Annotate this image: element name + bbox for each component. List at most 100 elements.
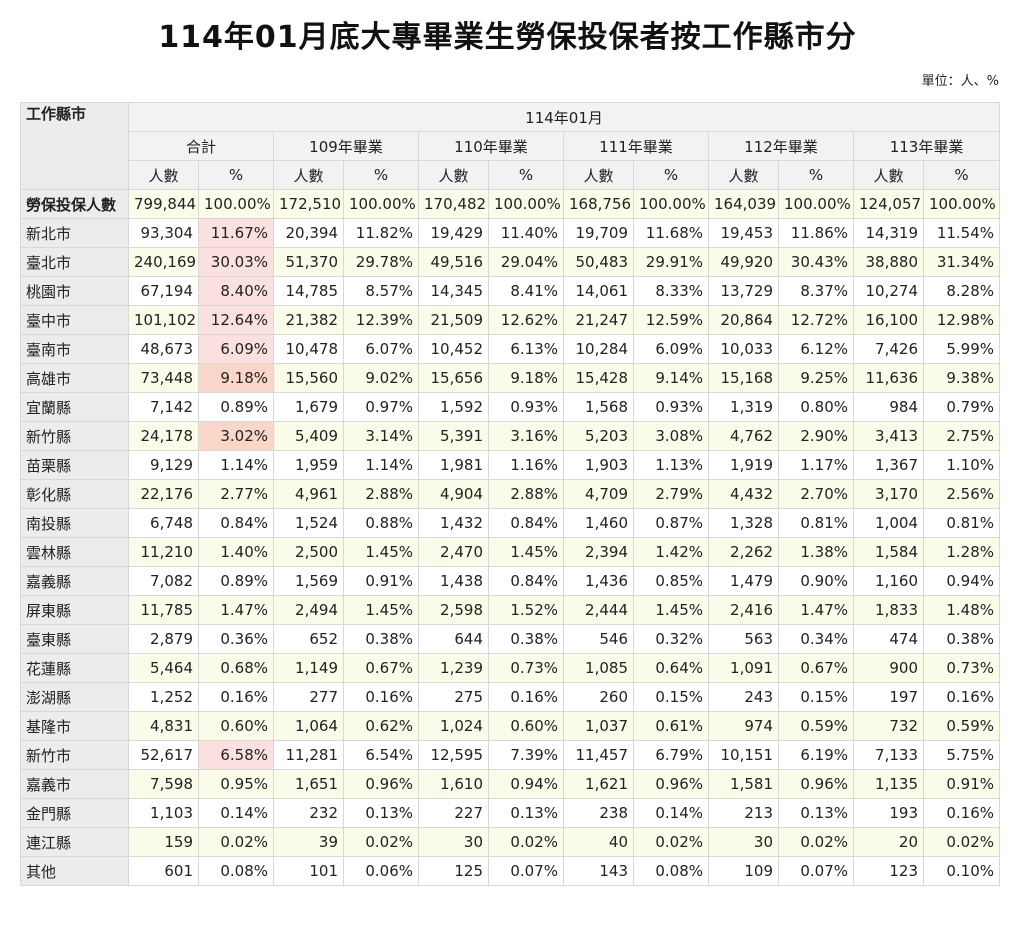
- table-row: 新竹縣 24,178 3.02% 5,409 3.14% 5,391 3.16% 5,203 3…: [20, 421, 1001, 451]
- data-table: 工作縣市 114年01月 合計 109年畢業 110年畢業 111年畢業 112年畢業 1…: [20, 102, 1001, 886]
- table-row: 嘉義市 7,598 0.95% 1,651 0.96% 1,610 0.94% 1,621 0.…: [20, 769, 1001, 799]
- count-cell: 125: [418, 856, 489, 886]
- count-cell: 12,595: [418, 740, 489, 770]
- count-cell: 101,102: [128, 305, 199, 335]
- group-header: 113年畢業: [852, 131, 1001, 161]
- city-name: 勞保投保人數: [20, 189, 129, 219]
- percent-cell: 0.16%: [922, 682, 1001, 712]
- percent-cell: 0.10%: [922, 856, 1001, 886]
- percent-cell: 6.13%: [488, 334, 564, 364]
- count-cell: 474: [853, 624, 924, 654]
- count-cell: 39: [273, 827, 344, 857]
- percent-cell: 1.10%: [922, 450, 1001, 480]
- count-cell: 1,479: [708, 566, 779, 596]
- count-cell: 652: [273, 624, 344, 654]
- percent-header: %: [198, 160, 274, 190]
- percent-cell: 8.37%: [778, 276, 854, 306]
- count-cell: 4,762: [708, 421, 779, 451]
- percent-cell: 0.73%: [922, 653, 1001, 683]
- percent-cell: 100.00%: [198, 189, 274, 219]
- city-name: 宜蘭縣: [20, 392, 129, 422]
- percent-cell: 0.73%: [488, 653, 564, 683]
- count-cell: 2,598: [418, 595, 489, 625]
- count-cell: 232: [273, 798, 344, 828]
- count-cell: 49,516: [418, 247, 489, 277]
- count-cell: 19,429: [418, 218, 489, 248]
- percent-cell: 0.15%: [633, 682, 709, 712]
- count-cell: 213: [708, 798, 779, 828]
- percent-cell: 9.18%: [198, 363, 274, 393]
- count-cell: 601: [128, 856, 199, 886]
- count-cell: 109: [708, 856, 779, 886]
- group-header: 112年畢業: [708, 131, 854, 161]
- city-name: 澎湖縣: [20, 682, 129, 712]
- count-cell: 22,176: [128, 479, 199, 509]
- table-row: 彰化縣 22,176 2.77% 4,961 2.88% 4,904 2.88% 4,709 2…: [20, 479, 1001, 509]
- percent-cell: 0.02%: [778, 827, 854, 857]
- percent-cell: 0.07%: [488, 856, 564, 886]
- percent-cell: 0.90%: [778, 566, 854, 596]
- percent-cell: 11.67%: [198, 218, 274, 248]
- percent-cell: 0.61%: [633, 711, 709, 741]
- count-cell: 11,636: [853, 363, 924, 393]
- table-row: 其他 601 0.08% 101 0.06% 125 0.07% 143 0.08% 109 0.0…: [20, 856, 1001, 886]
- count-cell: 16,100: [853, 305, 924, 335]
- percent-cell: 0.68%: [198, 653, 274, 683]
- percent-cell: 0.87%: [633, 508, 709, 538]
- table-row: 臺中市 101,102 12.64% 21,382 12.39% 21,509 12.62%…: [20, 305, 1001, 335]
- percent-cell: 11.40%: [488, 218, 564, 248]
- city-name: 彰化縣: [20, 479, 129, 509]
- city-name: 金門縣: [20, 798, 129, 828]
- table-row: 基隆市 4,831 0.60% 1,064 0.62% 1,024 0.60% 1,037 0.…: [20, 711, 1001, 741]
- count-cell: 1,981: [418, 450, 489, 480]
- corner-header: 工作縣市: [20, 102, 129, 190]
- table-row: 臺東縣 2,879 0.36% 652 0.38% 644 0.38% 546 0.32% 563…: [20, 624, 1001, 654]
- percent-cell: 0.81%: [922, 508, 1001, 538]
- percent-cell: 0.02%: [488, 827, 564, 857]
- count-cell: 15,428: [563, 363, 634, 393]
- count-cell: 30: [708, 827, 779, 857]
- percent-cell: 0.02%: [198, 827, 274, 857]
- count-cell: 11,785: [128, 595, 199, 625]
- count-cell: 10,033: [708, 334, 779, 364]
- page-title: 114年01月底大專畢業生勞保投保者按工作縣市分: [158, 20, 857, 55]
- city-name: 臺南市: [20, 334, 129, 364]
- unit-label: 單位：人、%: [921, 74, 999, 89]
- count-cell: 51,370: [273, 247, 344, 277]
- count-cell: 170,482: [418, 189, 489, 219]
- count-cell: 1,252: [128, 682, 199, 712]
- table-row: 新竹市 52,617 6.58% 11,281 6.54% 12,595 7.39% 11,4…: [20, 740, 1001, 770]
- percent-cell: 6.58%: [198, 740, 274, 770]
- percent-cell: 100.00%: [922, 189, 1001, 219]
- percent-cell: 0.07%: [778, 856, 854, 886]
- count-cell: 15,656: [418, 363, 489, 393]
- group-header: 111年畢業: [563, 131, 709, 161]
- percent-cell: 1.52%: [488, 595, 564, 625]
- percent-cell: 1.47%: [198, 595, 274, 625]
- count-cell: 14,785: [273, 276, 344, 306]
- percent-cell: 0.67%: [778, 653, 854, 683]
- percent-cell: 6.12%: [778, 334, 854, 364]
- count-cell: 2,879: [128, 624, 199, 654]
- percent-cell: 0.36%: [198, 624, 274, 654]
- percent-cell: 0.06%: [343, 856, 419, 886]
- percent-cell: 0.93%: [633, 392, 709, 422]
- count-cell: 227: [418, 798, 489, 828]
- city-name: 其他: [20, 856, 129, 886]
- percent-cell: 0.02%: [343, 827, 419, 857]
- percent-cell: 1.45%: [633, 595, 709, 625]
- percent-cell: 2.79%: [633, 479, 709, 509]
- count-cell: 1,432: [418, 508, 489, 538]
- percent-cell: 3.02%: [198, 421, 274, 451]
- count-cell: 10,284: [563, 334, 634, 364]
- percent-cell: 12.62%: [488, 305, 564, 335]
- percent-header: %: [778, 160, 854, 190]
- percent-cell: 30.03%: [198, 247, 274, 277]
- count-cell: 5,409: [273, 421, 344, 451]
- percent-cell: 8.33%: [633, 276, 709, 306]
- percent-cell: 2.88%: [343, 479, 419, 509]
- count-cell: 20,864: [708, 305, 779, 335]
- table-row: 金門縣 1,103 0.14% 232 0.13% 227 0.13% 238 0.14% 213…: [20, 798, 1001, 828]
- percent-cell: 0.91%: [922, 769, 1001, 799]
- count-cell: 1,064: [273, 711, 344, 741]
